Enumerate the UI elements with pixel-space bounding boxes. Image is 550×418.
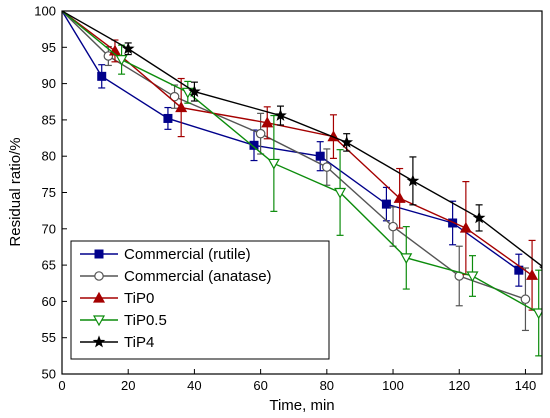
x-tick-label: 100 <box>382 378 404 393</box>
data-point <box>115 55 128 66</box>
data-point <box>448 218 458 228</box>
y-tick-label: 50 <box>42 367 56 382</box>
y-tick-label: 70 <box>42 221 56 236</box>
data-point <box>188 84 201 97</box>
x-tick-label: 40 <box>187 378 201 393</box>
series-line <box>62 11 540 314</box>
y-tick-label: 100 <box>34 4 56 19</box>
data-point <box>163 113 173 123</box>
data-point <box>388 221 398 232</box>
data-point <box>249 140 259 150</box>
legend-label: Commercial (anatase) <box>124 268 272 285</box>
legend-label: Commercial (rutile) <box>124 246 251 263</box>
legend-label: TiP0.5 <box>124 312 167 329</box>
data-point <box>526 269 539 280</box>
series-layer <box>62 11 542 357</box>
data-point <box>459 221 472 233</box>
data-point <box>520 294 531 305</box>
legend-marker <box>94 271 104 281</box>
series-line <box>62 11 542 268</box>
data-point <box>267 158 280 170</box>
ticks-layer: 0 20 40 60 80 100 120 140 50 55 60 65 70 75 80 85 90 95 10… <box>34 4 536 394</box>
x-tick-label: 60 <box>253 378 267 393</box>
series-0 <box>62 11 524 287</box>
legend-item: TiP4 <box>80 334 154 351</box>
data-point <box>255 128 266 139</box>
y-tick-label: 85 <box>42 112 56 127</box>
data-point <box>532 308 542 320</box>
series-4 <box>62 11 542 286</box>
data-point <box>261 116 274 128</box>
y-tick-label: 60 <box>42 294 56 309</box>
legend-item: Commercial (anatase) <box>80 268 272 285</box>
legend: Commercial (rutile) Commercial (anatase) T… <box>70 240 330 360</box>
series-line <box>62 11 533 276</box>
data-point <box>175 101 188 113</box>
data-point <box>393 192 406 203</box>
legend-marker <box>94 249 104 259</box>
x-tick-label: 120 <box>448 378 470 393</box>
data-point <box>169 91 180 102</box>
data-point <box>315 151 325 161</box>
data-point <box>381 199 391 209</box>
legend-marker <box>92 315 106 327</box>
x-tick-label: 80 <box>320 378 334 393</box>
legend-item: Commercial (rutile) <box>80 246 251 263</box>
data-point <box>466 271 479 283</box>
legend-marker <box>92 291 106 303</box>
data-point <box>97 71 107 81</box>
y-tick-label: 80 <box>42 149 56 164</box>
y-tick-label: 75 <box>42 185 56 200</box>
x-tick-label: 20 <box>121 378 135 393</box>
data-point <box>406 174 420 187</box>
y-tick-label: 95 <box>42 40 56 55</box>
data-point <box>274 108 287 121</box>
y-tick-label: 65 <box>42 258 56 273</box>
y-tick-label: 90 <box>42 76 56 91</box>
legend-item: TiP0 <box>80 290 154 307</box>
data-point <box>340 135 354 148</box>
data-point <box>322 162 332 172</box>
x-axis-title: Time, min <box>269 397 334 414</box>
legend-box <box>70 240 330 360</box>
series-line <box>62 11 520 271</box>
data-point <box>400 253 413 265</box>
error-bar <box>541 252 542 286</box>
legend-label: TiP0 <box>124 290 154 307</box>
legend-marker <box>92 335 106 348</box>
x-tick-label: 0 <box>58 378 65 393</box>
data-point <box>121 42 135 55</box>
data-point <box>334 187 347 199</box>
legend-item: TiP0.5 <box>80 312 167 329</box>
series-3 <box>62 11 542 357</box>
y-tick-label: 55 <box>42 330 56 345</box>
legend-label: TiP4 <box>124 334 154 351</box>
series-line <box>62 11 526 300</box>
x-tick-label: 140 <box>515 378 537 393</box>
y-axis-title: Residual ratio/% <box>7 137 24 246</box>
data-point <box>472 211 486 224</box>
